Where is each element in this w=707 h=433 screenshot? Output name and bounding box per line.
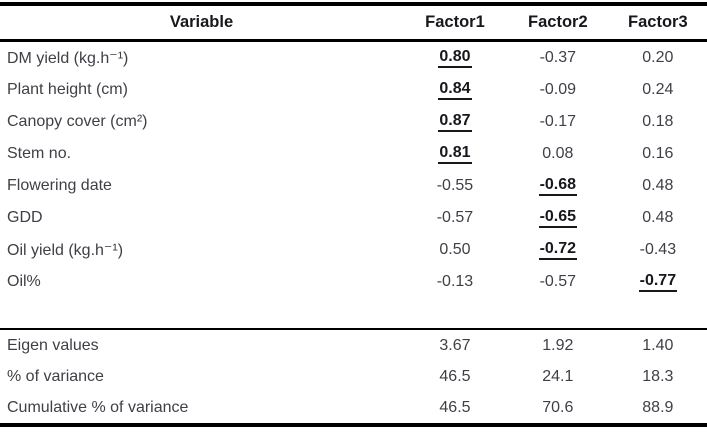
column-header-factor3: Factor3: [608, 4, 707, 42]
header-row: Variable Factor1 Factor2 Factor3: [0, 4, 707, 42]
variable-label: Plant height (cm): [7, 81, 128, 98]
variable-label: GDD: [7, 209, 43, 226]
variable-label: Oil%: [7, 273, 41, 290]
table-row: Canopy cover (cm²) 0.87 -0.17 0.18: [0, 106, 707, 138]
table-row: Flowering date -0.55 -0.68 0.48: [0, 170, 707, 202]
factor-value: -0.43: [639, 241, 677, 258]
significant-loading-value: 0.87: [438, 112, 472, 133]
column-header-factor2: Factor2: [506, 4, 609, 42]
factor-value: 24.1: [542, 367, 574, 385]
factor-value: -0.13: [436, 273, 474, 290]
factor-value: 0.48: [642, 209, 674, 226]
factor-value: 0.87: [403, 106, 507, 138]
factor-value: 1.40: [642, 336, 674, 354]
factor-value: -0.68: [507, 170, 609, 202]
factor-value: 0.48: [642, 177, 674, 194]
variable-label: Cumulative % of variance: [7, 398, 189, 416]
significant-loading-value: -0.72: [538, 240, 578, 261]
summary-rows-section: Eigen values 3.67 1.92 1.40 % of variance 46.…: [0, 329, 707, 425]
factor-value: 0.20: [642, 49, 674, 66]
table-row: Oil yield (kg.h⁻¹) 0.50 -0.72 -0.43: [0, 234, 707, 266]
factor-value: -0.77: [609, 266, 707, 298]
factor-value: 88.9: [642, 398, 674, 416]
table-row: Plant height (cm) 0.84 -0.09 0.24: [0, 74, 707, 106]
factor-value: -0.57: [436, 209, 474, 226]
significant-loading-value: 0.84: [438, 80, 472, 101]
table-row: Eigen values 3.67 1.92 1.40: [0, 329, 707, 361]
factor-value: -0.37: [539, 49, 577, 66]
factor-value: 0.84: [403, 74, 507, 106]
table-row: DM yield (kg.h⁻¹) 0.80 -0.37 0.20: [0, 41, 707, 75]
significant-loading-value: -0.68: [538, 176, 578, 197]
significant-loading-value: 0.81: [438, 144, 472, 165]
column-header-variable: Variable: [0, 4, 403, 42]
factor-value: -0.09: [539, 81, 577, 98]
factor-value: 46.5: [439, 398, 471, 416]
factor-value: -0.65: [507, 202, 609, 234]
factor-value: 70.6: [542, 398, 574, 416]
factor-value: 3.67: [439, 336, 471, 354]
spacer-row: [0, 298, 707, 329]
variable-label: Flowering date: [7, 177, 112, 194]
spacer-section: [0, 298, 707, 329]
factor-value: 46.5: [439, 367, 471, 385]
significant-loading-value: -0.65: [538, 208, 578, 229]
variable-label: Oil yield (kg.h⁻¹): [7, 242, 124, 259]
variable-label: Stem no.: [7, 145, 72, 162]
variable-rows-section: DM yield (kg.h⁻¹) 0.80 -0.37 0.20 Plant heig…: [0, 41, 707, 299]
table-row: Cumulative % of variance 46.5 70.6 88.9: [0, 392, 707, 425]
table-row: % of variance 46.5 24.1 18.3: [0, 361, 707, 392]
factor-value: -0.55: [436, 177, 474, 194]
factor-value: 0.16: [642, 145, 674, 162]
factor-value: -0.57: [539, 273, 577, 290]
significant-loading-value: -0.77: [638, 272, 678, 293]
table-row: GDD -0.57 -0.65 0.48: [0, 202, 707, 234]
spacer-cell: [0, 298, 707, 329]
table-row: Oil% -0.13 -0.57 -0.77: [0, 266, 707, 298]
variable-label: % of variance: [7, 367, 104, 385]
factor-value: 1.92: [542, 336, 574, 354]
variable-label: Eigen values: [7, 336, 99, 354]
column-header-factor1: Factor1: [403, 4, 507, 42]
factor-value: 0.80: [403, 41, 507, 75]
factor-value: 18.3: [642, 367, 674, 385]
factor-value: 0.18: [642, 113, 674, 130]
factor-value: 0.81: [403, 138, 507, 170]
factor-value: -0.72: [507, 234, 609, 266]
variable-label: DM yield (kg.h⁻¹): [7, 50, 129, 67]
factor-value: 0.08: [542, 145, 574, 162]
variable-label: Canopy cover (cm²): [7, 113, 148, 130]
factor-value: 0.50: [439, 241, 471, 258]
factor-value: -0.17: [539, 113, 577, 130]
table-row: Stem no. 0.81 0.08 0.16: [0, 138, 707, 170]
factor-value: 0.24: [642, 81, 674, 98]
significant-loading-value: 0.80: [438, 48, 472, 69]
